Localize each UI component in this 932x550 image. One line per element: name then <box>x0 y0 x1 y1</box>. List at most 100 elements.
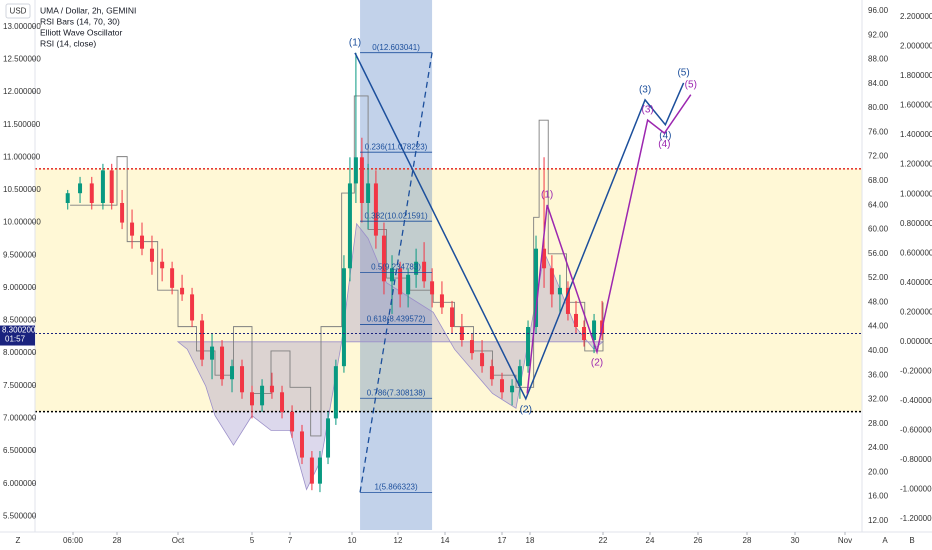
y-tick-label: 7.000000 <box>3 413 37 422</box>
candle-body <box>200 320 205 360</box>
candle-body <box>439 294 444 308</box>
y2-tick-label: 64.00 <box>868 200 889 209</box>
y-tick-label: 11.000000 <box>3 152 41 161</box>
wave-label: (4) <box>658 139 670 150</box>
candle-body <box>290 411 295 432</box>
y2-tick-label: 84.00 <box>868 79 889 88</box>
candle-body <box>220 346 225 380</box>
y3-tick-label: 0.400000 <box>900 278 932 287</box>
y2-tick-label: 20.00 <box>868 467 889 476</box>
candle-body <box>373 183 378 236</box>
y2-tick-label: 56.00 <box>868 249 889 258</box>
x-tick-label: 28 <box>743 536 752 545</box>
y-tick-label: 9.500000 <box>3 250 37 259</box>
y2-tick-label: 76.00 <box>868 127 889 136</box>
y2-tick-label: 28.00 <box>868 419 889 428</box>
y-tick-label: 11.500000 <box>3 120 41 129</box>
y-tick-label: 6.500000 <box>3 446 37 455</box>
candle-body <box>414 261 419 275</box>
fib-label: 0(12.603041) <box>372 43 420 52</box>
x-tick-label: 5 <box>250 536 255 545</box>
candle-body <box>534 248 539 328</box>
candle-body <box>422 261 427 282</box>
x-tick-label: 12 <box>394 536 403 545</box>
y3-tick-label: 1.000000 <box>900 189 932 198</box>
candle-body <box>517 366 522 386</box>
candle-body <box>109 170 114 203</box>
candle-body <box>510 385 515 393</box>
x-tick-label: 30 <box>791 536 800 545</box>
candle-body <box>149 248 154 262</box>
candle-body <box>549 268 554 295</box>
candle-body <box>180 287 185 295</box>
candle-body <box>309 457 314 484</box>
y3-tick-label: -0.600000 <box>900 426 932 435</box>
candle-body <box>333 366 338 419</box>
x-tick-label: 24 <box>646 536 655 545</box>
y2-tick-label: 36.00 <box>868 370 889 379</box>
indicator: RSI (14, close) <box>40 38 96 48</box>
y3-tick-label: -0.400000 <box>900 396 932 405</box>
candle-body <box>160 261 165 269</box>
last-price-label: 8.300200 <box>2 326 36 335</box>
y2-tick-label: 72.00 <box>868 152 889 161</box>
y2-tick-label: 40.00 <box>868 346 889 355</box>
y2-tick-label: 24.00 <box>868 443 889 452</box>
y2-tick-label: 16.00 <box>868 492 889 501</box>
y-tick-label: 9.000000 <box>3 283 37 292</box>
elliott-wave <box>526 94 692 394</box>
candle-body <box>353 157 358 184</box>
candle-body <box>130 222 135 236</box>
countdown: 01:57 <box>5 335 26 344</box>
candle-body <box>489 366 494 380</box>
candle-body <box>381 235 386 282</box>
candle-body <box>359 157 364 203</box>
y2-tick-label: 92.00 <box>868 30 889 39</box>
candle-body <box>450 307 455 328</box>
candle-body <box>366 183 371 203</box>
candle-body <box>526 327 531 367</box>
candle-body <box>65 193 70 203</box>
corner-label[interactable]: A <box>882 536 888 545</box>
candle-body <box>565 287 570 314</box>
candle-body <box>430 281 435 295</box>
y2-tick-label: 12.00 <box>868 516 889 525</box>
corner-label[interactable]: B <box>909 536 914 545</box>
y3-tick-label: 1.400000 <box>900 130 932 139</box>
y2-tick-label: 88.00 <box>868 55 889 64</box>
candle-body <box>190 294 195 321</box>
wave-label: (3) <box>642 105 654 116</box>
fib-label: 0.618(8.439572) <box>367 315 426 324</box>
y3-tick-label: 2.200000 <box>900 12 932 21</box>
y-tick-label: 5.500000 <box>3 511 37 520</box>
rsi-line <box>70 95 604 437</box>
corner-label[interactable]: Z <box>16 536 21 545</box>
candle-body <box>140 235 145 249</box>
candle-body <box>230 366 235 380</box>
y3-tick-label: 1.600000 <box>900 101 932 110</box>
candle-body <box>347 183 352 269</box>
candle-body <box>317 457 322 484</box>
wave-label: (5) <box>677 68 689 79</box>
candle-body <box>398 268 403 295</box>
y3-tick-label: -1.200000 <box>900 514 932 523</box>
currency-box[interactable] <box>5 3 31 19</box>
wave-label: (5) <box>685 79 697 90</box>
x-tick-label: Nov <box>838 536 852 545</box>
currency: USD <box>10 7 27 16</box>
wave-label: (1) <box>541 190 553 201</box>
y2-tick-label: 80.00 <box>868 103 889 112</box>
candle-body <box>469 340 474 354</box>
candle-body <box>210 346 215 360</box>
x-tick-label: 10 <box>348 536 357 545</box>
candle-body <box>240 366 245 393</box>
candle-body <box>406 274 411 295</box>
last-price-tag <box>0 325 35 346</box>
x-tick-label: 28 <box>113 536 122 545</box>
y2-tick-label: 32.00 <box>868 395 889 404</box>
candle-body <box>480 353 485 367</box>
x-tick-label: Oct <box>172 536 185 545</box>
candle-body <box>542 248 547 269</box>
y3-tick-label: 0.800000 <box>900 219 932 228</box>
candle-body <box>459 327 464 341</box>
